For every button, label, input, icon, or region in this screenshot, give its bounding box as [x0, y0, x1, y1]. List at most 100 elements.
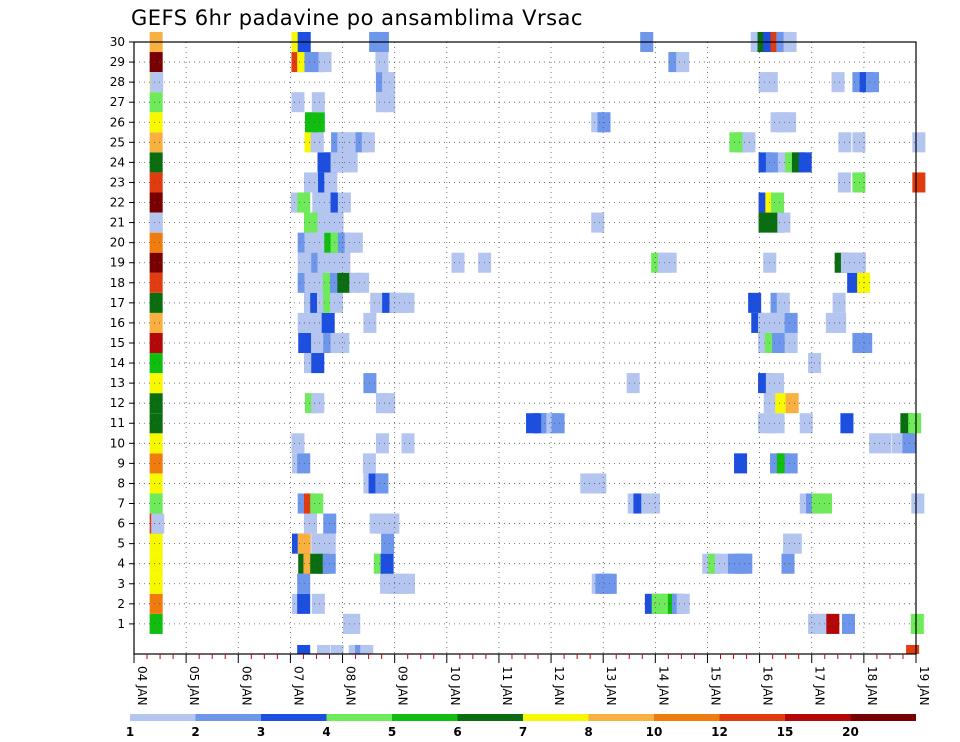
- heatmap-cells: [149, 31, 926, 654]
- summary-cell: [149, 232, 163, 253]
- y-tick-label: 30: [110, 35, 125, 49]
- colorbar-label: 5: [388, 725, 396, 739]
- heatmap-cell: [311, 393, 325, 414]
- heatmap-cell: [330, 292, 344, 313]
- heatmap-cell: [386, 513, 400, 534]
- heatmap-cell: [852, 172, 866, 193]
- heatmap-cell: [316, 644, 331, 654]
- y-tick-label: 6: [117, 517, 125, 531]
- y-tick-label: 7: [117, 497, 125, 511]
- summary-cell: [149, 312, 163, 333]
- colorbar-swatch: [130, 714, 196, 721]
- heatmap-cell: [375, 52, 389, 73]
- colorbar-swatch: [195, 714, 261, 721]
- x-tick-label: 05 JAN: [187, 666, 201, 706]
- heatmap-cell: [646, 493, 661, 514]
- heatmap-cell: [311, 533, 325, 554]
- heatmap-cell: [382, 92, 396, 113]
- y-tick-label: 8: [117, 476, 125, 490]
- heatmap-cell: [771, 373, 785, 394]
- summary-cell: [149, 493, 163, 514]
- heatmap-cell: [304, 232, 318, 253]
- heatmap-cell: [304, 312, 318, 333]
- heatmap-cell: [831, 72, 845, 93]
- y-tick-label: 5: [117, 537, 125, 551]
- heatmap-cell: [149, 212, 163, 233]
- summary-cell: [149, 553, 163, 574]
- heatmap-cell: [772, 332, 786, 354]
- heatmap-cell: [852, 132, 866, 153]
- heatmap-cell: [734, 453, 748, 474]
- heatmap-cell: [676, 593, 690, 614]
- summary-cell: [149, 172, 163, 193]
- summary-cell: [149, 593, 163, 614]
- heatmap-cell: [382, 72, 396, 93]
- heatmap-cell: [318, 52, 332, 73]
- summary-cell: [149, 292, 163, 313]
- heatmap-cell: [742, 132, 756, 153]
- heatmap-cell: [765, 152, 779, 173]
- y-tick-label: 18: [110, 276, 125, 290]
- heatmap-cell: [303, 513, 317, 534]
- heatmap-cell: [676, 52, 690, 73]
- summary-cell: [149, 92, 163, 113]
- summary-cell: [149, 373, 163, 394]
- heatmap-cell: [763, 393, 777, 414]
- summary-cell: [149, 272, 163, 293]
- heatmap-cell: [784, 453, 798, 474]
- summary-cell: [149, 413, 163, 434]
- colorbar-swatch: [261, 714, 327, 721]
- x-tick-label: 06 JAN: [239, 666, 253, 706]
- colorbar-label: 3: [257, 725, 265, 739]
- heatmap-cell: [911, 493, 925, 514]
- heatmap-cell: [330, 644, 344, 654]
- x-tick-label: 19 JAN: [917, 666, 931, 706]
- x-tick-label: 18 JAN: [865, 666, 879, 706]
- heatmap-cell: [360, 644, 374, 654]
- heatmap-cell: [776, 292, 790, 313]
- y-tick-label: 15: [110, 336, 125, 350]
- y-tick-label: 23: [110, 175, 125, 189]
- colorbar-swatch: [326, 714, 392, 721]
- summary-cell: [149, 332, 163, 354]
- summary-cell: [149, 473, 163, 494]
- heatmap-cell: [551, 413, 565, 434]
- heatmap-cell: [297, 644, 311, 654]
- heatmap-cell: [370, 292, 384, 313]
- heatmap-cell: [798, 152, 812, 173]
- colorbar-label: 10: [646, 725, 663, 739]
- summary-cell: [149, 533, 163, 554]
- x-tick-label: 12 JAN: [552, 666, 566, 706]
- colorbar-label: 7: [519, 725, 527, 739]
- x-tick-label: 08 JAN: [344, 666, 358, 706]
- heatmap-cell: [784, 332, 798, 354]
- heatmap-cell: [297, 593, 311, 614]
- heatmap-cell: [663, 252, 677, 273]
- heatmap-cell: [906, 644, 920, 654]
- heatmap-cell: [312, 192, 326, 213]
- summary-cell: [149, 393, 163, 414]
- y-tick-label: 2: [117, 597, 125, 611]
- heatmap-cell: [626, 373, 640, 394]
- heatmap-cell: [381, 533, 395, 554]
- y-tick-label: 14: [110, 356, 125, 370]
- heatmap-cell: [297, 453, 311, 474]
- colorbar-swatch: [392, 714, 458, 721]
- x-tick-label: 07 JAN: [291, 666, 305, 706]
- y-tick-label: 13: [110, 376, 125, 390]
- summary-cell: [149, 613, 163, 634]
- heatmap-cell: [401, 292, 415, 313]
- x-tick-label: 04 JAN: [135, 666, 149, 706]
- heatmap-cell: [311, 593, 325, 614]
- heatmap-cell: [859, 332, 873, 354]
- heatmap-cell: [847, 272, 861, 293]
- heatmap-cell: [330, 212, 344, 233]
- x-tick-label: 17 JAN: [813, 666, 827, 706]
- heatmap-cell: [344, 152, 358, 173]
- x-tick-label: 15 JAN: [708, 666, 722, 706]
- heatmap-cell: [311, 112, 325, 133]
- heatmap-cell: [865, 72, 879, 93]
- summary-cell: [149, 433, 163, 454]
- heatmap-cell: [764, 72, 778, 93]
- heatmap-cell: [304, 272, 318, 293]
